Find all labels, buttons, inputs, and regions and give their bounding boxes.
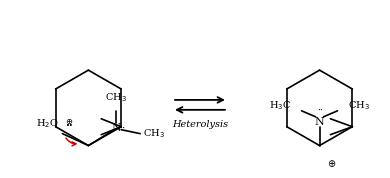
Text: CH$_3$: CH$_3$ xyxy=(348,100,370,112)
Text: $\oplus$: $\oplus$ xyxy=(327,158,336,169)
Text: ··: ·· xyxy=(317,106,323,115)
Text: Heterolysis: Heterolysis xyxy=(172,120,228,129)
Text: ··: ·· xyxy=(119,124,125,133)
Text: $\oplus$: $\oplus$ xyxy=(65,117,74,126)
Text: N: N xyxy=(112,123,121,133)
Text: CH$_3$: CH$_3$ xyxy=(105,91,127,104)
Text: H$_3$C: H$_3$C xyxy=(269,100,291,112)
Text: CH$_3$: CH$_3$ xyxy=(143,127,165,140)
Text: H$_2$O: H$_2$O xyxy=(36,117,58,130)
FancyArrowPatch shape xyxy=(66,138,76,146)
Text: ··: ·· xyxy=(66,120,73,131)
Text: N: N xyxy=(315,117,324,127)
